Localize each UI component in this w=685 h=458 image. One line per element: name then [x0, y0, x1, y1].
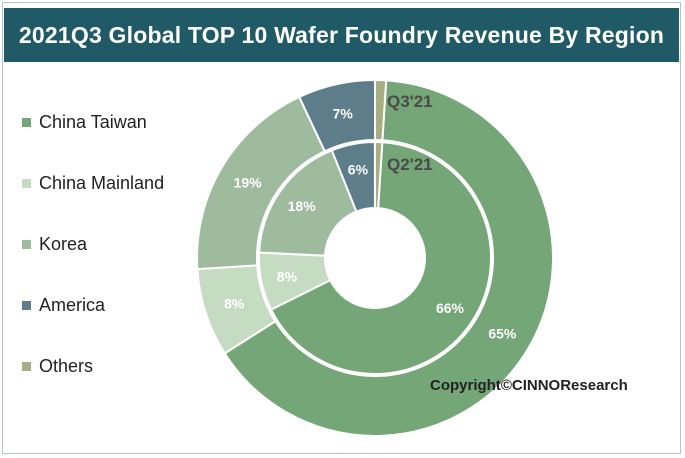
- chart-header: 2021Q3 Global TOP 10 Wafer Foundry Reven…: [4, 8, 679, 62]
- chart-title: 2021Q3 Global TOP 10 Wafer Foundry Reven…: [18, 21, 665, 48]
- slice-q3-21-others: [374, 78, 388, 142]
- legend-label: Others: [39, 356, 94, 376]
- slice-q2-21-china-taiwan: [269, 141, 492, 375]
- data-label-q3-21-china-taiwan: 65%: [488, 325, 517, 341]
- ring-label-q3-21: Q3'21: [387, 92, 433, 111]
- data-label-q3-21-america: 7%: [333, 106, 354, 122]
- legend-label: China Taiwan: [39, 112, 147, 132]
- legend-swatch: [22, 179, 31, 188]
- ring-label-q2-21: Q2'21: [387, 155, 433, 174]
- legend-item-others: Others: [22, 356, 93, 377]
- legend-swatch: [22, 362, 31, 371]
- data-label-q3-21-korea: 19%: [234, 175, 263, 191]
- data-label-q3-21-china-mainland: 8%: [224, 296, 245, 312]
- data-label-q2-21-china-taiwan: 66%: [436, 300, 465, 316]
- legend-item-korea: Korea: [22, 234, 87, 255]
- data-label-q2-21-america: 6%: [348, 162, 369, 178]
- legend-swatch: [22, 118, 31, 127]
- slice-q2-21-korea: [258, 149, 358, 257]
- legend-label: China Mainland: [39, 173, 165, 193]
- legend-item-china-mainland: China Mainland: [22, 173, 164, 194]
- data-label-q2-21-china-mainland: 8%: [277, 268, 298, 284]
- legend-item-china-taiwan: China Taiwan: [22, 112, 147, 133]
- legend-item-america: America: [22, 295, 105, 316]
- data-label-q2-21-korea: 18%: [288, 198, 317, 214]
- copyright-text: Copyright©CINNOResearch: [430, 377, 628, 394]
- slice-q3-21-china-taiwan: [223, 79, 554, 437]
- legend-swatch: [22, 301, 31, 310]
- legend-swatch: [22, 240, 31, 249]
- slice-q2-21-others: [373, 140, 384, 210]
- legend-label: Korea: [39, 234, 88, 254]
- legend-label: America: [39, 295, 106, 315]
